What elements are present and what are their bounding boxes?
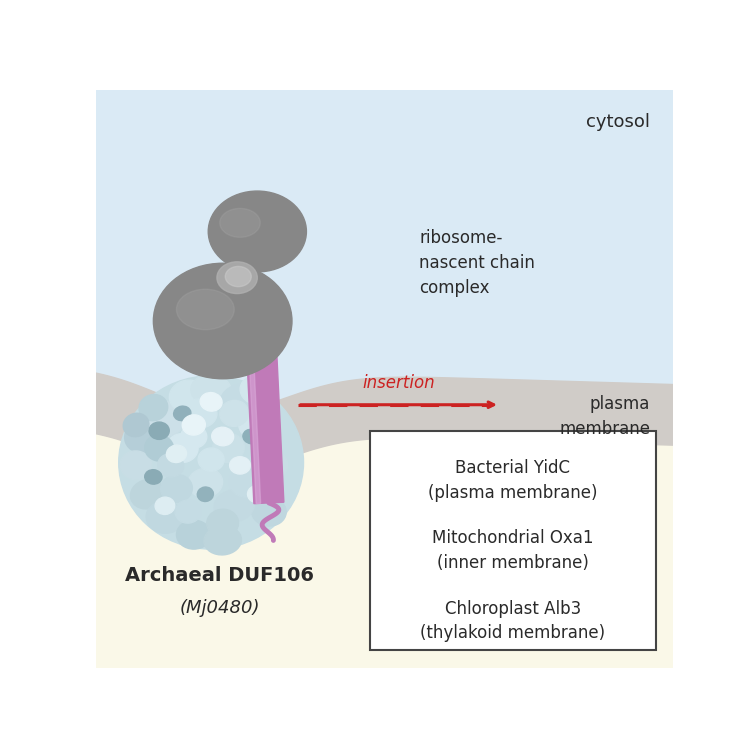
Ellipse shape bbox=[225, 266, 251, 286]
Bar bbox=[370, 430, 656, 650]
Ellipse shape bbox=[158, 454, 184, 477]
Ellipse shape bbox=[251, 449, 287, 482]
Ellipse shape bbox=[182, 399, 217, 427]
Ellipse shape bbox=[123, 413, 149, 436]
Ellipse shape bbox=[120, 451, 152, 480]
Ellipse shape bbox=[213, 433, 244, 463]
Ellipse shape bbox=[238, 409, 276, 441]
Text: cytosol: cytosol bbox=[586, 113, 650, 131]
Text: Mitochondrial Oxa1: Mitochondrial Oxa1 bbox=[432, 530, 593, 548]
Ellipse shape bbox=[149, 422, 170, 439]
Ellipse shape bbox=[139, 394, 168, 421]
Ellipse shape bbox=[220, 400, 249, 427]
Ellipse shape bbox=[251, 497, 286, 526]
Text: ribosome-
nascent chain
complex: ribosome- nascent chain complex bbox=[419, 229, 535, 296]
Ellipse shape bbox=[160, 475, 192, 502]
Ellipse shape bbox=[209, 191, 307, 272]
Ellipse shape bbox=[153, 263, 292, 379]
Polygon shape bbox=[96, 373, 674, 472]
Ellipse shape bbox=[191, 374, 231, 406]
Ellipse shape bbox=[211, 427, 234, 445]
Text: plasma
membrane: plasma membrane bbox=[559, 394, 650, 438]
Ellipse shape bbox=[166, 445, 187, 463]
Text: insertion: insertion bbox=[362, 374, 435, 392]
Ellipse shape bbox=[175, 500, 201, 523]
Text: (inner membrane): (inner membrane) bbox=[437, 554, 589, 572]
Ellipse shape bbox=[220, 209, 260, 237]
Text: (thylakoid membrane): (thylakoid membrane) bbox=[420, 624, 605, 642]
Ellipse shape bbox=[207, 509, 238, 537]
Ellipse shape bbox=[197, 487, 214, 502]
Text: Bacterial YidC: Bacterial YidC bbox=[455, 459, 570, 477]
Ellipse shape bbox=[248, 485, 267, 503]
Ellipse shape bbox=[145, 435, 173, 461]
Ellipse shape bbox=[155, 497, 175, 514]
Ellipse shape bbox=[176, 520, 212, 549]
Ellipse shape bbox=[118, 376, 304, 549]
Ellipse shape bbox=[181, 425, 207, 448]
Ellipse shape bbox=[198, 448, 224, 471]
Ellipse shape bbox=[182, 415, 206, 435]
Ellipse shape bbox=[174, 406, 190, 421]
Polygon shape bbox=[245, 320, 284, 504]
Ellipse shape bbox=[124, 421, 159, 452]
Ellipse shape bbox=[176, 290, 234, 330]
Ellipse shape bbox=[146, 502, 184, 533]
Ellipse shape bbox=[229, 468, 262, 497]
Ellipse shape bbox=[200, 392, 222, 411]
Ellipse shape bbox=[230, 457, 251, 474]
Ellipse shape bbox=[243, 429, 260, 444]
Text: (plasma membrane): (plasma membrane) bbox=[428, 484, 598, 502]
Ellipse shape bbox=[145, 470, 162, 484]
Bar bbox=[96, 425, 674, 668]
Ellipse shape bbox=[170, 380, 207, 412]
Ellipse shape bbox=[166, 433, 198, 463]
Text: (Mj0480): (Mj0480) bbox=[179, 599, 260, 617]
Ellipse shape bbox=[214, 490, 254, 522]
Ellipse shape bbox=[145, 402, 185, 436]
Polygon shape bbox=[248, 322, 261, 503]
Ellipse shape bbox=[217, 262, 257, 293]
Ellipse shape bbox=[130, 479, 165, 509]
Ellipse shape bbox=[204, 526, 242, 555]
Ellipse shape bbox=[220, 384, 260, 419]
Text: Chloroplast Alb3: Chloroplast Alb3 bbox=[445, 600, 581, 618]
Ellipse shape bbox=[240, 376, 274, 405]
Text: Archaeal DUF106: Archaeal DUF106 bbox=[125, 566, 314, 586]
Ellipse shape bbox=[188, 468, 223, 497]
